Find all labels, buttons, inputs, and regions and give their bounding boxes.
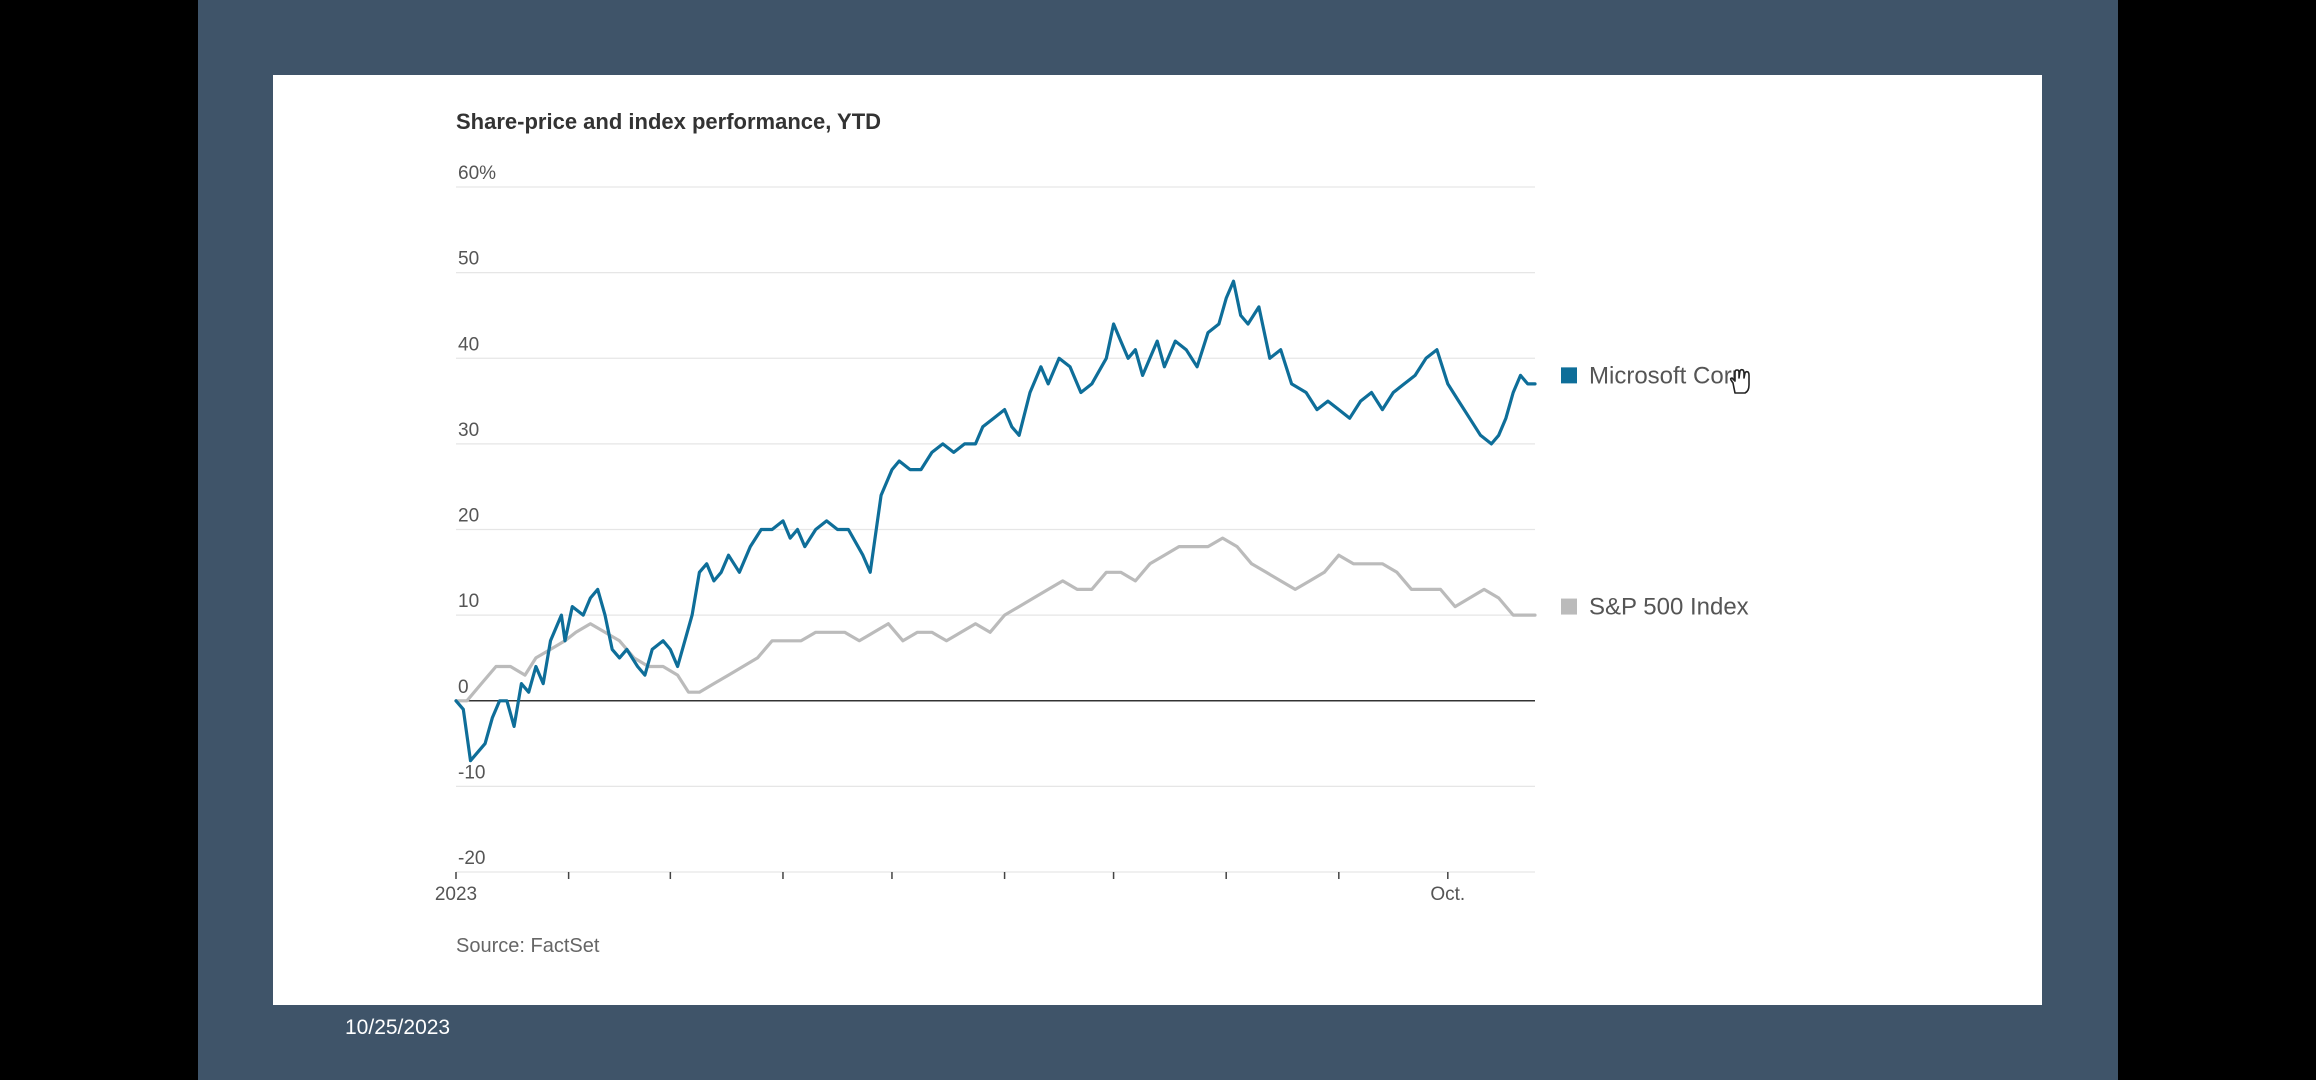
y-tick-label: 60%: [458, 163, 496, 184]
y-tick-label: -10: [458, 762, 485, 783]
slide-background: Share-price and index performance, YTD 6…: [198, 0, 2118, 1080]
legend-label-microsoft: Microsoft Corp.: [1589, 362, 1752, 389]
y-tick-label: 30: [458, 420, 479, 441]
y-tick-label: 20: [458, 506, 479, 527]
series-line-microsoft: [454, 279, 1537, 763]
legend: Microsoft Corp. S&P 500 Index: [1561, 362, 1752, 621]
y-tick-label: 10: [458, 591, 479, 612]
y-axis-ticks: 60% 50 40 30 20 10 0 -10 -20: [458, 163, 496, 869]
x-axis-ticks: 2023 Oct.: [435, 872, 1465, 905]
y-tick-label: 0: [458, 677, 469, 698]
chart: Share-price and index performance, YTD 6…: [435, 109, 1752, 957]
chart-title: Share-price and index performance, YTD: [456, 109, 881, 134]
series-line-sp500: [454, 536, 1537, 703]
x-tick-label: Oct.: [1430, 884, 1465, 905]
y-tick-label: -20: [458, 848, 485, 869]
legend-swatch-microsoft: [1561, 367, 1577, 384]
legend-label-sp500: S&P 500 Index: [1589, 594, 1749, 621]
hand-cursor-icon: [1729, 368, 1750, 394]
x-tick-label: 2023: [435, 884, 477, 905]
y-tick-label: 40: [458, 334, 479, 355]
y-tick-label: 50: [458, 249, 479, 270]
legend-swatch-sp500: [1561, 598, 1577, 615]
chart-card: Share-price and index performance, YTD 6…: [273, 75, 2042, 1005]
grid-lines: [456, 186, 1535, 873]
slide-date: 10/25/2023: [345, 1016, 451, 1039]
chart-source: Source: FactSet: [456, 935, 600, 957]
series-lines: [454, 279, 1537, 763]
